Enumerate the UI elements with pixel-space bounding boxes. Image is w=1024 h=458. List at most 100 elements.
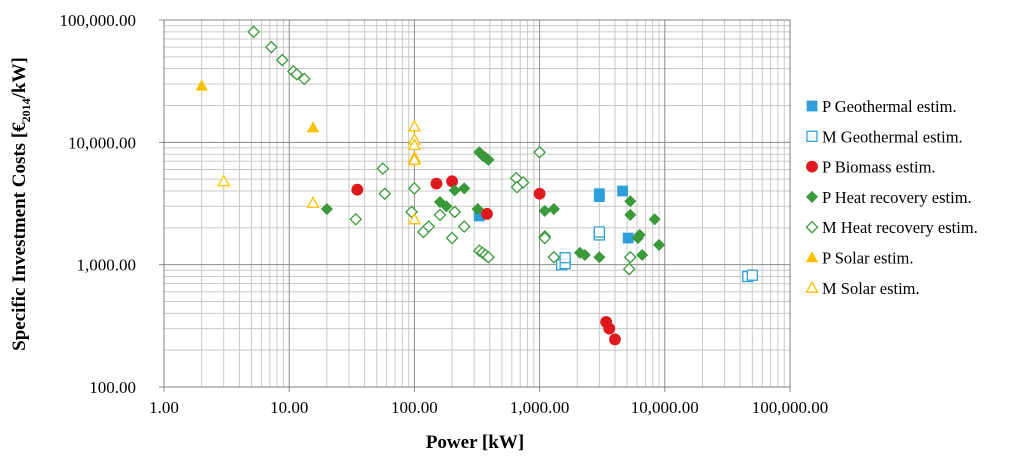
y-tick-label: 100,000.00 [60,11,137,30]
legend-marker [806,130,818,142]
data-point [422,220,436,233]
legend-label: P Geothermal estim. [822,97,957,116]
data-point [593,226,605,238]
data-point [378,187,392,201]
data-point [482,153,495,166]
data-point [624,195,637,208]
legend-label: M Geothermal estim. [822,127,963,146]
data-point [457,220,471,233]
legend-marker [805,190,819,203]
data-point [593,251,606,264]
data-points [195,25,758,346]
legend-item: P Solar estim. [805,249,914,268]
data-point [448,205,462,219]
data-point [297,72,311,86]
data-point [445,231,459,245]
data-point [320,202,333,216]
legend-label: M Solar estim. [822,279,920,298]
data-point [430,177,443,190]
data-point [538,204,551,217]
legend-marker [806,160,818,173]
data-point [306,121,320,133]
data-point [306,196,320,208]
data-point [622,262,636,276]
data-point [247,25,261,39]
data-point [538,231,552,245]
legend-item: P Heat recovery estim. [805,188,972,207]
data-point [559,252,571,264]
y-tick-label: 1,000.00 [77,256,137,275]
data-point [516,176,530,189]
grid-minor-lines [164,20,790,387]
plot-area-frame [163,19,791,388]
legend-label: P Biomass estim. [822,158,936,177]
series-p-biomass-estim [351,175,621,346]
legend-marker [805,220,819,234]
legend-item: M Heat recovery estim. [805,218,978,237]
data-point [578,248,591,262]
legend-label: P Solar estim. [822,249,914,268]
legend-item: P Geothermal estim. [806,97,957,116]
data-point [407,182,421,195]
y-tick-label: 10,000.00 [68,133,136,152]
data-point [440,200,453,213]
data-point [264,40,278,54]
data-point [633,228,646,242]
data-point [593,191,605,203]
legend-label: P Heat recovery estim. [822,188,972,207]
x-tick-label: 1.00 [149,398,179,417]
legend-item: M Geothermal estim. [806,127,963,146]
legend-marker [805,280,819,293]
data-point [603,322,616,335]
series-m-geothermal-estim [555,226,758,283]
legend-label: M Heat recovery estim. [822,218,978,237]
data-point [446,175,458,188]
legend-item: P Biomass estim. [806,158,936,177]
data-point [471,202,484,216]
series-m-heat-recovery-estim [247,25,637,276]
x-tick-label: 100.00 [391,398,438,417]
legend-item: M Solar estim. [805,279,920,298]
y-axis-title: Specific Investment Costs [€2014/kW] [9,57,33,351]
data-point [195,79,208,91]
data-point [481,208,493,220]
x-tick-label: 100,000.00 [752,398,829,417]
data-point [376,162,390,176]
y-axis-title-subscript: 2014 [19,98,33,122]
data-point [217,174,231,187]
data-point [609,333,621,346]
y-axis-title-main: Specific Investment Costs [€ [9,122,30,351]
y-axis-title-tail: /kW] [9,57,30,99]
y-axis-tick-labels: 100.00 1,000.00 10,000.00 100,000.00 [60,11,137,397]
x-tick-label: 10.00 [270,398,308,417]
series-m-solar-estim [217,119,422,225]
data-point [617,185,628,197]
data-point [290,67,304,81]
data-point [746,269,758,281]
data-point [407,152,422,165]
data-point [275,53,289,67]
legend-marker [806,100,818,112]
series-p-geothermal-estim [473,185,634,244]
data-point [407,212,422,225]
series-p-heat-recovery-estim [320,146,666,264]
x-axis-tick-labels: 1.00 10.00 100.00 1,000.00 10,000.00 100,000.… [149,398,828,417]
legend: P Geothermal estim. M Geothermal estim. P … [805,97,978,298]
data-point [653,238,666,251]
data-point [407,138,422,151]
data-point [533,187,546,200]
data-point [349,212,363,226]
data-point [547,202,560,216]
data-point [481,250,495,264]
x-tick-label: 10,000.00 [631,398,699,417]
series-p-solar-estim [195,79,320,133]
data-point [351,183,364,196]
legend-marker [805,251,819,263]
data-point [622,232,634,244]
x-axis-title: Power [kW] [426,432,524,453]
y-tick-label: 100.00 [89,378,136,397]
data-point [458,182,471,195]
data-point [623,250,637,264]
data-point [547,250,561,264]
